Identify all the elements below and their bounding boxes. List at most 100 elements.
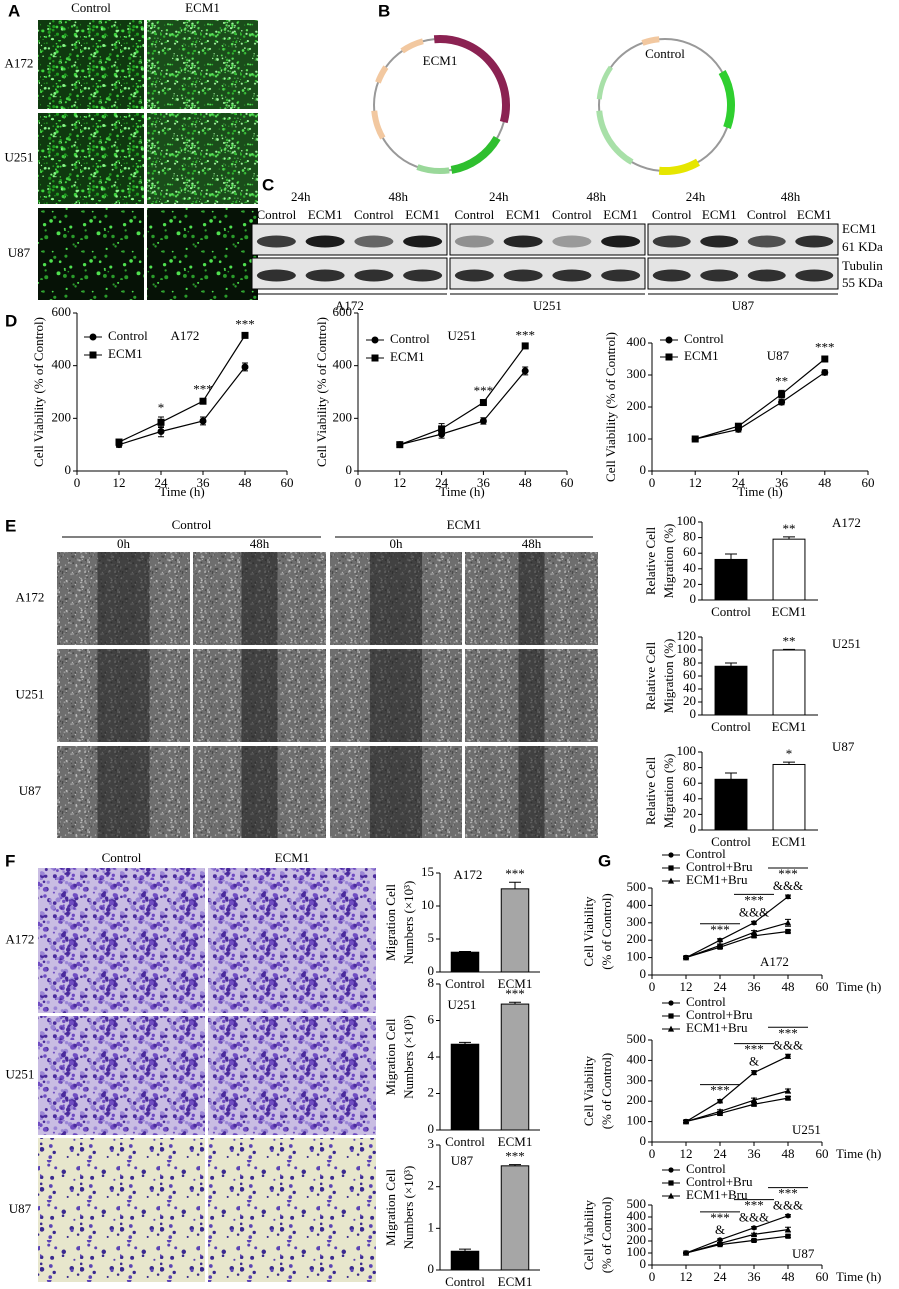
plasmid-name: Control xyxy=(645,46,685,61)
y-tick-label: 60 xyxy=(683,667,696,682)
significance-label: ** xyxy=(783,633,796,648)
y-tick-label: 500 xyxy=(627,879,647,894)
chart-title: U251 xyxy=(832,636,861,651)
marker xyxy=(751,1225,757,1231)
marker xyxy=(778,398,786,406)
series-line xyxy=(685,1229,789,1254)
series-line xyxy=(399,370,526,446)
y-axis-label: (% of Control) xyxy=(599,1053,614,1130)
significance-label: * xyxy=(158,400,165,415)
significance-label: * xyxy=(786,746,793,761)
x-tick-label: 12 xyxy=(680,1269,693,1284)
x-tick-label: 48 xyxy=(239,475,252,490)
cell-line-label: U251 xyxy=(533,298,562,313)
y-tick-label: 20 xyxy=(683,575,696,590)
x-axis-label: Time (h) xyxy=(836,979,881,994)
x-tick-label: 60 xyxy=(816,979,829,994)
marker xyxy=(521,367,529,375)
marker xyxy=(682,1249,690,1256)
legend-label: Control xyxy=(686,846,726,861)
y-tick-label: 0 xyxy=(690,821,697,836)
blot-band xyxy=(652,269,691,282)
y-tick-label: 8 xyxy=(428,975,435,990)
y-tick-label: 1 xyxy=(428,1219,435,1234)
x-tick-label: Control xyxy=(445,976,485,991)
y-axis-label: Cell Viability xyxy=(581,1199,596,1270)
marker xyxy=(396,441,404,449)
legend-label: Control+Bru xyxy=(686,859,753,874)
micrograph xyxy=(38,1016,205,1135)
protein-size: 61 KDa xyxy=(842,239,883,254)
x-tick-label: Control xyxy=(445,1274,485,1289)
blot-band xyxy=(503,269,543,282)
blot-band xyxy=(747,235,786,248)
marker xyxy=(157,418,165,426)
x-tick-label: 0 xyxy=(355,475,362,490)
legend-label: Control+Bru xyxy=(686,1007,753,1022)
blot-band xyxy=(305,235,345,248)
lane-label: ECM1 xyxy=(702,207,737,222)
row-label: U87 xyxy=(19,783,42,798)
error-bar xyxy=(725,662,737,667)
marker xyxy=(479,399,487,407)
significance-label: &&& xyxy=(773,1037,803,1052)
row-label: U87 xyxy=(8,245,31,260)
x-tick-label: ECM1 xyxy=(772,834,807,849)
legend-label: ECM1+Bru xyxy=(686,872,748,887)
marker xyxy=(784,919,792,926)
y-tick-label: 100 xyxy=(627,1113,647,1128)
blot-band xyxy=(747,269,786,282)
lane-label: ECM1 xyxy=(506,207,541,222)
y-tick-label: 0 xyxy=(690,591,697,606)
micrograph xyxy=(208,868,376,1013)
wound-gap xyxy=(518,552,545,645)
wound-gap xyxy=(370,552,422,645)
y-tick-label: 300 xyxy=(627,914,647,929)
chart-title: U87 xyxy=(451,1153,474,1168)
significance-label: &&& xyxy=(773,878,803,893)
marker xyxy=(785,1213,791,1219)
x-tick-label: Control xyxy=(711,719,751,734)
x-tick-label: 12 xyxy=(680,1146,693,1161)
x-tick-label: 12 xyxy=(689,475,702,490)
time-label: 48h xyxy=(389,189,409,204)
wound-gap xyxy=(241,746,278,838)
plasmid-feature xyxy=(596,65,614,100)
marker xyxy=(716,942,724,949)
chart-title: A172 xyxy=(832,515,861,530)
x-tick-label: 60 xyxy=(281,475,294,490)
legend-label: Control xyxy=(686,994,726,1009)
wound-gap xyxy=(518,746,545,838)
y-axis-label: Cell Viability xyxy=(581,1055,596,1126)
x-tick-label: 60 xyxy=(816,1146,829,1161)
panel-letter: F xyxy=(5,851,15,870)
bar xyxy=(772,538,806,601)
group-label: ECM1 xyxy=(447,517,482,532)
y-tick-label: 15 xyxy=(421,864,434,879)
legend-marker xyxy=(371,336,379,344)
y-tick-label: 500 xyxy=(627,1031,647,1046)
micrograph xyxy=(147,113,258,204)
x-tick-label: 60 xyxy=(816,1269,829,1284)
marker xyxy=(784,1087,792,1094)
x-tick-label: 12 xyxy=(393,475,406,490)
y-axis-label: (% of Control) xyxy=(599,1197,614,1274)
wound-gap xyxy=(241,649,278,742)
legend-marker xyxy=(89,351,97,359)
blot-band xyxy=(552,269,592,282)
x-tick-label: 0 xyxy=(649,475,656,490)
y-tick-label: 20 xyxy=(683,693,696,708)
marker xyxy=(751,933,757,939)
bar xyxy=(714,778,748,831)
series-line xyxy=(399,345,526,446)
legend-marker xyxy=(667,877,675,884)
y-axis-label: Relative Cell xyxy=(643,641,658,710)
bar xyxy=(500,888,530,973)
panel-letter: A xyxy=(8,1,20,20)
error-bar xyxy=(725,553,737,560)
y-tick-label: 300 xyxy=(627,1220,647,1235)
significance-label: *** xyxy=(815,339,835,354)
y-tick-label: 40 xyxy=(683,560,696,575)
y-tick-label: 40 xyxy=(683,790,696,805)
panel-letter: C xyxy=(262,175,274,194)
